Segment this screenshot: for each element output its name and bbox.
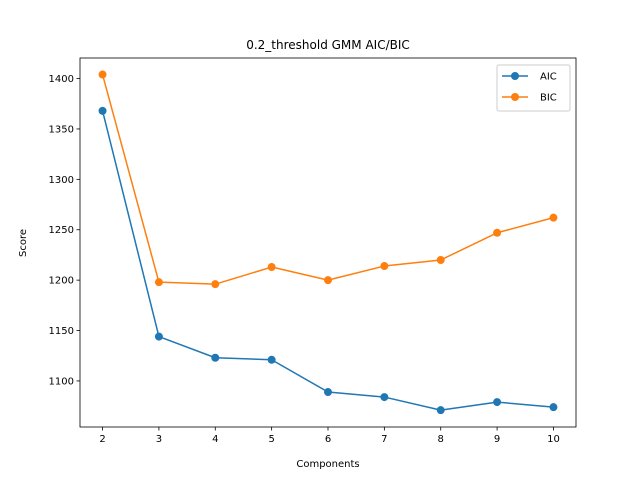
y-tick-label: 1300 [49,175,74,186]
bic-point [324,276,332,285]
y-tick-label: 1100 [49,376,74,387]
legend-swatch-marker [511,93,519,101]
y-tick-label: 1400 [49,74,74,85]
bic-point [98,70,107,79]
bic-point [154,278,163,287]
x-axis: 2 3 4 5 6 7 8 9 10 [99,427,560,445]
plot-area [98,70,558,415]
bic-point [267,263,276,272]
legend-swatch-marker [511,72,519,80]
bic-point [493,228,502,237]
x-tick-label: 9 [494,434,500,445]
y-axis: 1100 1150 1200 1250 1300 1350 1400 [49,74,80,387]
legend-box [496,64,571,112]
y-tick-label: 1350 [49,124,74,135]
legend-item-aic: AIC [502,72,557,83]
y-axis-label: Score [18,229,29,257]
bic-point [211,280,220,289]
y-tick-label: 1250 [49,225,74,236]
aic-point [98,106,107,115]
aic-point [267,355,276,364]
x-tick-label: 5 [268,434,274,445]
aic-point [436,406,445,415]
aic-point [211,353,220,362]
aic-point [154,332,163,341]
legend-label: AIC [540,72,557,83]
aic-point [324,388,332,397]
x-tick-label: 6 [325,434,331,445]
aic-point [493,398,502,407]
legend-item-bic: BIC [502,93,557,104]
aic-point [549,403,558,412]
plot-frame [79,57,577,428]
bic-point [436,255,445,264]
x-tick-label: 10 [547,434,560,445]
bic-point [549,213,558,222]
legend-label: BIC [540,93,557,104]
legend: AIC BIC [496,64,571,112]
aic-point [380,393,389,402]
x-axis-label: Components [296,459,359,470]
y-tick-label: 1200 [49,276,74,287]
x-tick-label: 4 [212,434,218,445]
x-tick-label: 8 [438,434,444,445]
x-tick-label: 7 [381,434,387,445]
chart-title: 0.2_threshold GMM AIC/BIC [246,38,410,52]
x-tick-label: 2 [99,434,105,445]
x-tick-label: 3 [156,434,162,445]
bic-point [380,262,389,271]
y-tick-label: 1150 [49,326,74,337]
